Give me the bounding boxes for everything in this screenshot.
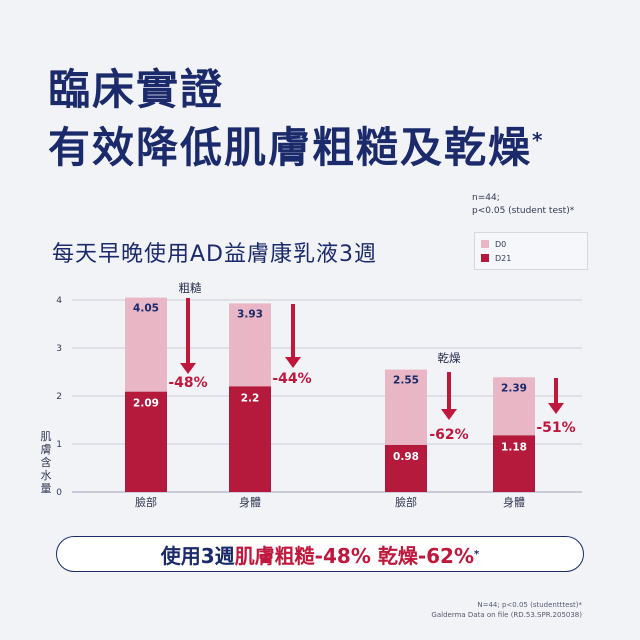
value-label-d0: 2.55 [393,375,419,387]
x-tick-label: 身體 [503,495,525,509]
value-label-d21: 2.09 [133,398,159,410]
y-tick-label: 1 [56,440,62,450]
title-asterisk: * [532,128,545,152]
legend-swatch-d21 [481,254,489,262]
change-percent-label: -51% [536,420,575,436]
bar-d21 [229,386,271,492]
summary-prefix: 使用3週 [160,543,235,568]
stats-note-line-2: p<0.05 (student test)* [472,206,575,216]
value-label-d21: 1.18 [501,441,527,453]
value-label-d21: 2.2 [241,392,260,404]
x-tick-label: 身體 [239,495,261,509]
y-tick-label: 0 [56,488,62,498]
y-axis-label-char: 量 [41,482,52,495]
bar-d0 [229,303,271,387]
y-axis-label-char: 含 [41,455,52,469]
group-label: 粗糙 [179,281,202,295]
bar-d0 [385,369,427,445]
footnote: N=44; p<0.05 (studentttest)* Galderma Da… [431,600,582,620]
y-axis-label-char: 肌 [41,430,52,443]
x-tick-label: 臉部 [395,495,417,509]
value-label-d0: 3.93 [237,308,263,320]
down-arrow-head-icon [548,403,564,414]
down-arrow-head-icon [441,409,457,420]
y-axis-label-char: 水 [41,469,52,482]
value-label-d21: 0.98 [393,451,419,463]
bar-d21 [385,444,427,492]
y-tick-label: 4 [56,296,62,306]
legend-item-d0: D0 [481,237,581,251]
down-arrow-head-icon [285,357,301,368]
legend-swatch-d0 [481,240,489,248]
change-percent-label: -48% [168,375,207,391]
title-line-2-text: 有效降低肌膚粗糙及乾燥 [48,123,533,172]
stats-note-line-1: n=44; [472,193,500,203]
summary-results: 肌膚粗糙-48% 乾燥-62% [234,543,474,568]
y-tick-label: 3 [56,344,62,354]
chart-subtitle: 每天早晚使用AD益膚康乳液3週 [52,242,377,267]
change-percent-label: -62% [429,427,468,443]
x-tick-label: 臉部 [135,495,157,509]
legend-label-d0: D0 [495,239,507,249]
down-arrow-head-icon [180,363,196,374]
chart-legend: D0 D21 [474,232,588,270]
value-label-d0: 4.05 [133,303,159,315]
title-line-2: 有效降低肌膚粗糙及乾燥* [48,114,544,175]
bar-d21 [493,435,535,492]
y-tick-label: 2 [56,392,62,402]
bar-d0 [493,377,535,436]
legend-label-d21: D21 [495,253,512,263]
value-label-d0: 2.39 [501,382,527,394]
group-label: 乾燥 [438,351,461,365]
bar-d0 [125,297,167,392]
title-line-1: 臨床實證 [48,65,225,114]
bar-d21 [125,391,167,492]
summary-asterisk: * [474,548,480,560]
footnote-line-2: Galderma Data on file (RD.53.SPR.205038) [431,611,582,619]
footnote-line-1: N=44; p<0.05 (studentttest)* [477,601,582,609]
summary-banner: 使用3週 肌膚粗糙-48% 乾燥-62% * [56,536,584,572]
y-axis-label-char: 膚 [41,442,52,456]
legend-item-d21: D21 [481,251,581,265]
change-percent-label: -44% [272,371,311,387]
stats-note: n=44; p<0.05 (student test)* [472,192,574,218]
